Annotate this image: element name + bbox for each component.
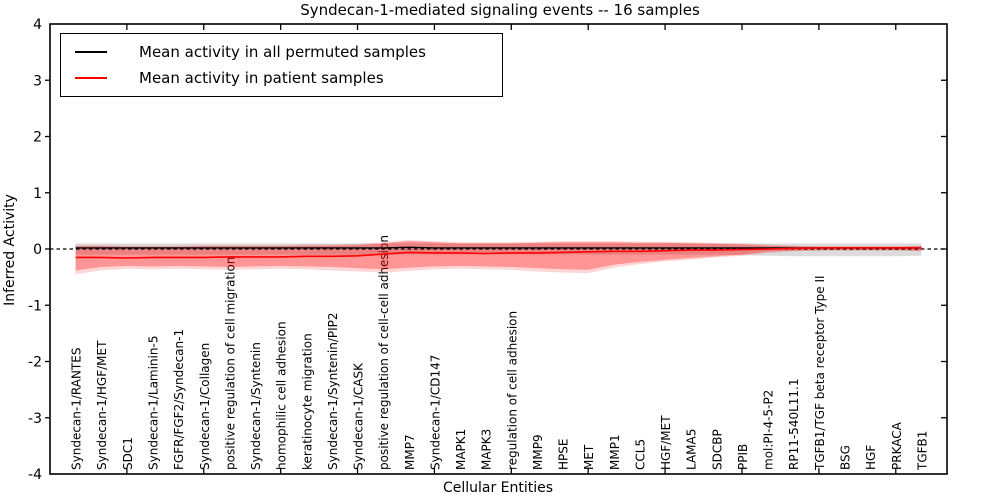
- plot-border: [49, 23, 948, 475]
- x-category-label: TGFB1/TGF beta receptor Type II: [813, 275, 827, 471]
- x-category-label: Syndecan-1/HGF/MET: [95, 340, 109, 470]
- y-tick-label: -4: [28, 467, 42, 483]
- x-category-label: keratinocyte migration: [300, 333, 314, 470]
- x-category-label: PRKACA: [890, 421, 904, 470]
- permuted-line-swatch: [75, 51, 107, 53]
- y-tick-label: 0: [33, 242, 42, 258]
- y-tick-label: -2: [28, 355, 42, 371]
- x-category-label: Syndecan-1/RANTES: [70, 348, 84, 470]
- y-tick-label: 1: [33, 186, 42, 202]
- x-category-label: LAMA5: [685, 429, 699, 470]
- y-tick-label: -1: [28, 298, 42, 314]
- x-category-label: HGF/MET: [659, 415, 673, 470]
- x-category-label: PPIB: [736, 444, 750, 470]
- x-category-label: MAPK3: [480, 429, 494, 470]
- y-axis-label: Inferred Activity: [2, 194, 18, 306]
- x-category-label: Syndecan-1/Syntenin/PIP2: [326, 312, 340, 470]
- y-tick-label: 2: [33, 130, 42, 146]
- legend-label-patient: Mean activity in patient samples: [139, 69, 384, 87]
- x-category-label: Syndecan-1/CASK: [352, 362, 366, 470]
- x-category-label: SDC1: [121, 437, 135, 470]
- x-category-label: Syndecan-1/CD147: [428, 355, 442, 470]
- patient-mean-line: [75, 247, 922, 259]
- x-category-label: CCL5: [634, 439, 648, 470]
- x-category-label: positive regulation of cell migration: [223, 257, 237, 470]
- x-category-label: BSG: [839, 445, 853, 470]
- y-tick-label: -3: [28, 411, 42, 427]
- x-category-label: SDCBP: [710, 429, 724, 470]
- patient-line-swatch: [75, 77, 107, 79]
- x-category-label: HGF: [864, 445, 878, 470]
- legend: Mean activity in all permuted samples Me…: [60, 33, 503, 97]
- x-category-label: Syndecan-1/Collagen: [198, 343, 212, 470]
- x-category-label: homophilic cell adhesion: [275, 321, 289, 470]
- x-category-label: Syndecan-1/Syntenin: [249, 342, 263, 470]
- x-axis-label: Cellular Entities: [442, 480, 554, 496]
- x-category-label: MMP7: [403, 434, 417, 470]
- x-category-label: MMP1: [608, 434, 622, 470]
- x-category-label: MET: [582, 444, 596, 470]
- legend-label-permuted: Mean activity in all permuted samples: [139, 43, 426, 61]
- permuted-samples-band: [75, 243, 922, 257]
- legend-row-permuted: Mean activity in all permuted samples: [75, 39, 502, 65]
- x-category-label: HPSE: [557, 439, 571, 470]
- x-category-label: MMP9: [531, 434, 545, 470]
- y-tick-label: 4: [33, 17, 42, 33]
- x-category-label: mol:PI-4-5-P2: [762, 390, 776, 470]
- chart-title: Syndecan-1-mediated signaling events -- …: [300, 1, 700, 19]
- y-tick-label: 3: [33, 73, 42, 89]
- x-category-label: regulation of cell adhesion: [505, 311, 519, 470]
- x-category-label: positive regulation of cell-cell adhesio…: [377, 235, 391, 470]
- legend-row-patient: Mean activity in patient samples: [75, 65, 502, 91]
- x-category-label: FGFR/FGF2/Syndecan-1: [172, 329, 186, 470]
- x-category-label: Syndecan-1/Laminin-5: [147, 336, 161, 470]
- x-category-label: MAPK1: [454, 429, 468, 470]
- x-category-label: RP11-540L11.1: [787, 379, 801, 470]
- x-category-label: TGFB1: [915, 431, 929, 471]
